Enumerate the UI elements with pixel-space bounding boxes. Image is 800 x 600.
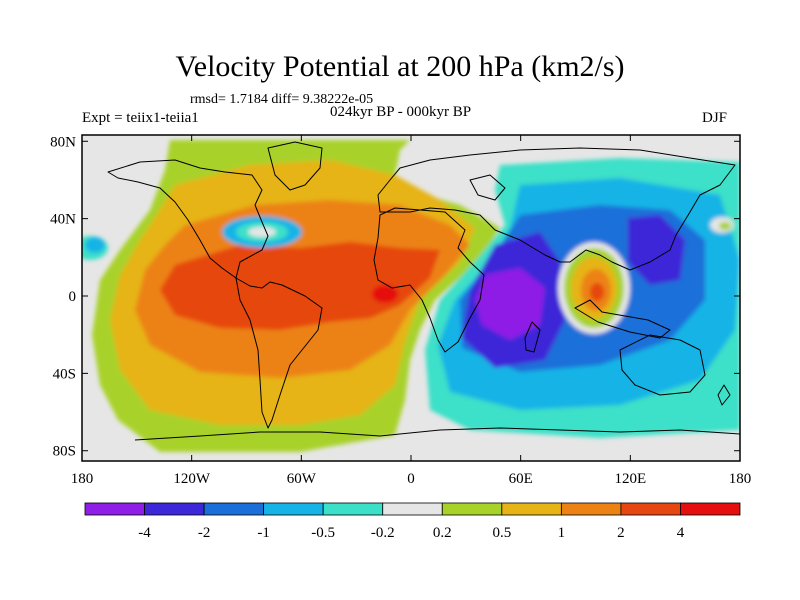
colorbar-swatch bbox=[203, 502, 265, 516]
colorbar-label: 1 bbox=[558, 525, 566, 541]
stats-label: rmsd= 1.7184 diff= 9.38222e-05 bbox=[190, 92, 374, 107]
map-title: Velocity Potential at 200 hPa (km2/s) bbox=[175, 50, 625, 83]
coastline-outlines bbox=[107, 141, 740, 441]
lat-tick-label: 40N bbox=[50, 212, 76, 228]
colorbar-swatch bbox=[680, 502, 741, 516]
colorbar-swatch bbox=[263, 502, 324, 516]
colorbar-label: -1 bbox=[257, 525, 270, 541]
colorbar-swatch bbox=[322, 502, 384, 516]
lon-tick-label: 180 bbox=[71, 471, 94, 487]
lon-tick-label: 0 bbox=[407, 471, 415, 487]
colorbar-label: -0.5 bbox=[311, 525, 335, 541]
colorbar-swatch bbox=[84, 502, 145, 516]
contour-field bbox=[82, 135, 740, 461]
colorbar-label: 0.5 bbox=[492, 525, 511, 541]
colorbar-label: 0.2 bbox=[433, 525, 452, 541]
lat-tick-label: 40S bbox=[53, 366, 76, 382]
colorbar-swatch bbox=[620, 502, 681, 516]
lat-tick-label: 80N bbox=[50, 134, 76, 150]
longitude-axis: 180 120W 60W 0 60E 120E 180 bbox=[71, 135, 752, 487]
colorbar: -4 -2 -1 -0.5 -0.2 0.2 0.5 1 2 4 bbox=[84, 502, 741, 541]
colorbar-label: -4 bbox=[138, 525, 151, 541]
lon-tick-label: 120E bbox=[614, 471, 646, 487]
colorbar-swatch bbox=[382, 502, 443, 516]
colorbar-swatch bbox=[501, 502, 562, 516]
colorbar-label: 4 bbox=[677, 525, 685, 541]
season-label: DJF bbox=[702, 110, 728, 126]
lon-tick-label: 120W bbox=[173, 471, 211, 487]
period-label: 024kyr BP - 000kyr BP bbox=[330, 104, 472, 120]
colorbar-label: -0.2 bbox=[371, 525, 395, 541]
lon-tick-label: 180 bbox=[729, 471, 752, 487]
lat-tick-label: 0 bbox=[69, 289, 77, 305]
colorbar-swatch bbox=[441, 502, 503, 516]
lon-tick-label: 60E bbox=[509, 471, 533, 487]
colorbar-label: -2 bbox=[198, 525, 211, 541]
latitude-axis: 80N 40N 0 40S 80S bbox=[50, 134, 740, 460]
colorbar-label: 2 bbox=[617, 525, 625, 541]
lon-tick-label: 60W bbox=[287, 471, 317, 487]
lat-tick-label: 80S bbox=[53, 444, 76, 460]
experiment-label: Expt = teiix1-teiia1 bbox=[82, 110, 199, 126]
colorbar-swatch bbox=[144, 502, 205, 516]
colorbar-swatch bbox=[560, 502, 622, 516]
